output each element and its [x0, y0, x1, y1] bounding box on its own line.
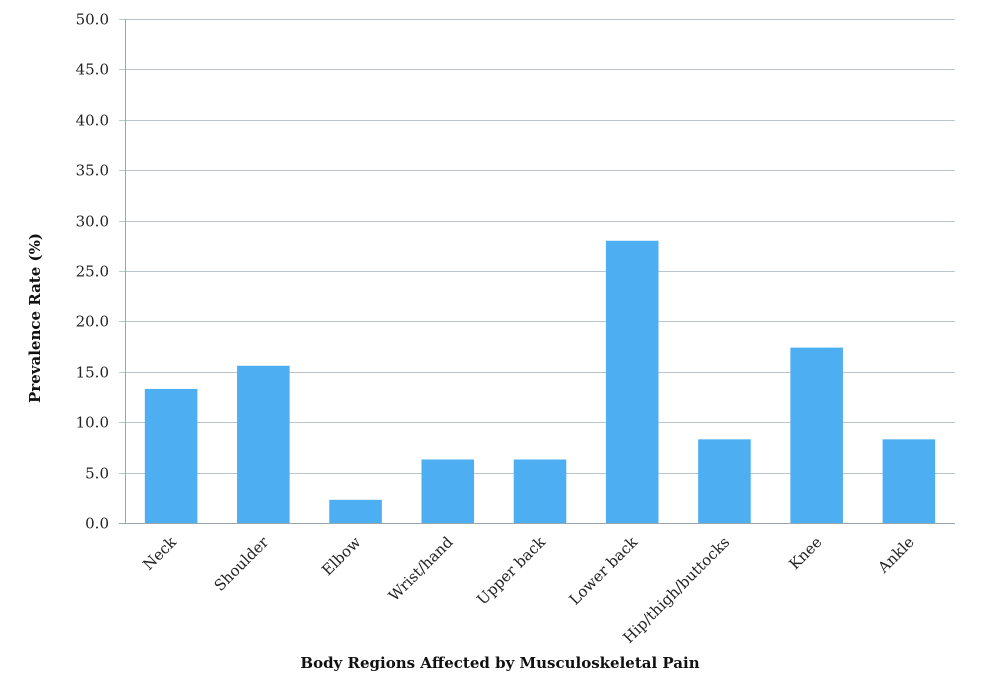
y-tick-label: 15.0 [76, 364, 109, 382]
y-axis-title: Prevalence Rate (%) [26, 233, 44, 403]
x-axis-title: Body Regions Affected by Musculoskeletal… [300, 654, 699, 672]
bar [698, 439, 751, 523]
bar [421, 459, 475, 523]
x-tick-label: Shoulder [211, 533, 273, 595]
x-tick-label: Ankle [874, 533, 918, 577]
x-tick-labels: Neck Shoulder Elbow Wrist/hand Upper back Low… [139, 532, 918, 646]
bars [144, 240, 936, 523]
x-tick-label: Upper back [473, 532, 549, 608]
y-tick-label: 10.0 [76, 414, 109, 432]
y-tick-label: 35.0 [76, 162, 109, 180]
x-tick-label: Knee [785, 533, 825, 573]
y-tick-label: 25.0 [76, 263, 109, 281]
x-tick-label: Neck [139, 532, 180, 573]
bar [144, 388, 198, 523]
bar [329, 499, 382, 523]
y-tick-label: 5.0 [85, 465, 109, 483]
y-tick-label: 50.0 [76, 11, 109, 29]
y-tick-label: 45.0 [76, 61, 109, 79]
bar [237, 365, 290, 523]
y-tick-label: 40.0 [76, 112, 109, 130]
y-tick-label: 0.0 [85, 515, 109, 533]
y-tick-label: 30.0 [76, 213, 109, 231]
x-tick-label: Wrist/hand [385, 533, 457, 605]
y-tick-labels: 0.0 5.0 10.0 15.0 20.0 25.0 30.0 35.0 40.0 45.0 50… [76, 11, 109, 533]
bar [513, 459, 567, 523]
bar [882, 439, 936, 523]
bar [790, 347, 843, 523]
x-tick-label: Elbow [318, 533, 364, 579]
x-tick-label: Lower back [566, 532, 642, 608]
bar [605, 240, 659, 523]
y-tick-label: 20.0 [76, 313, 109, 331]
